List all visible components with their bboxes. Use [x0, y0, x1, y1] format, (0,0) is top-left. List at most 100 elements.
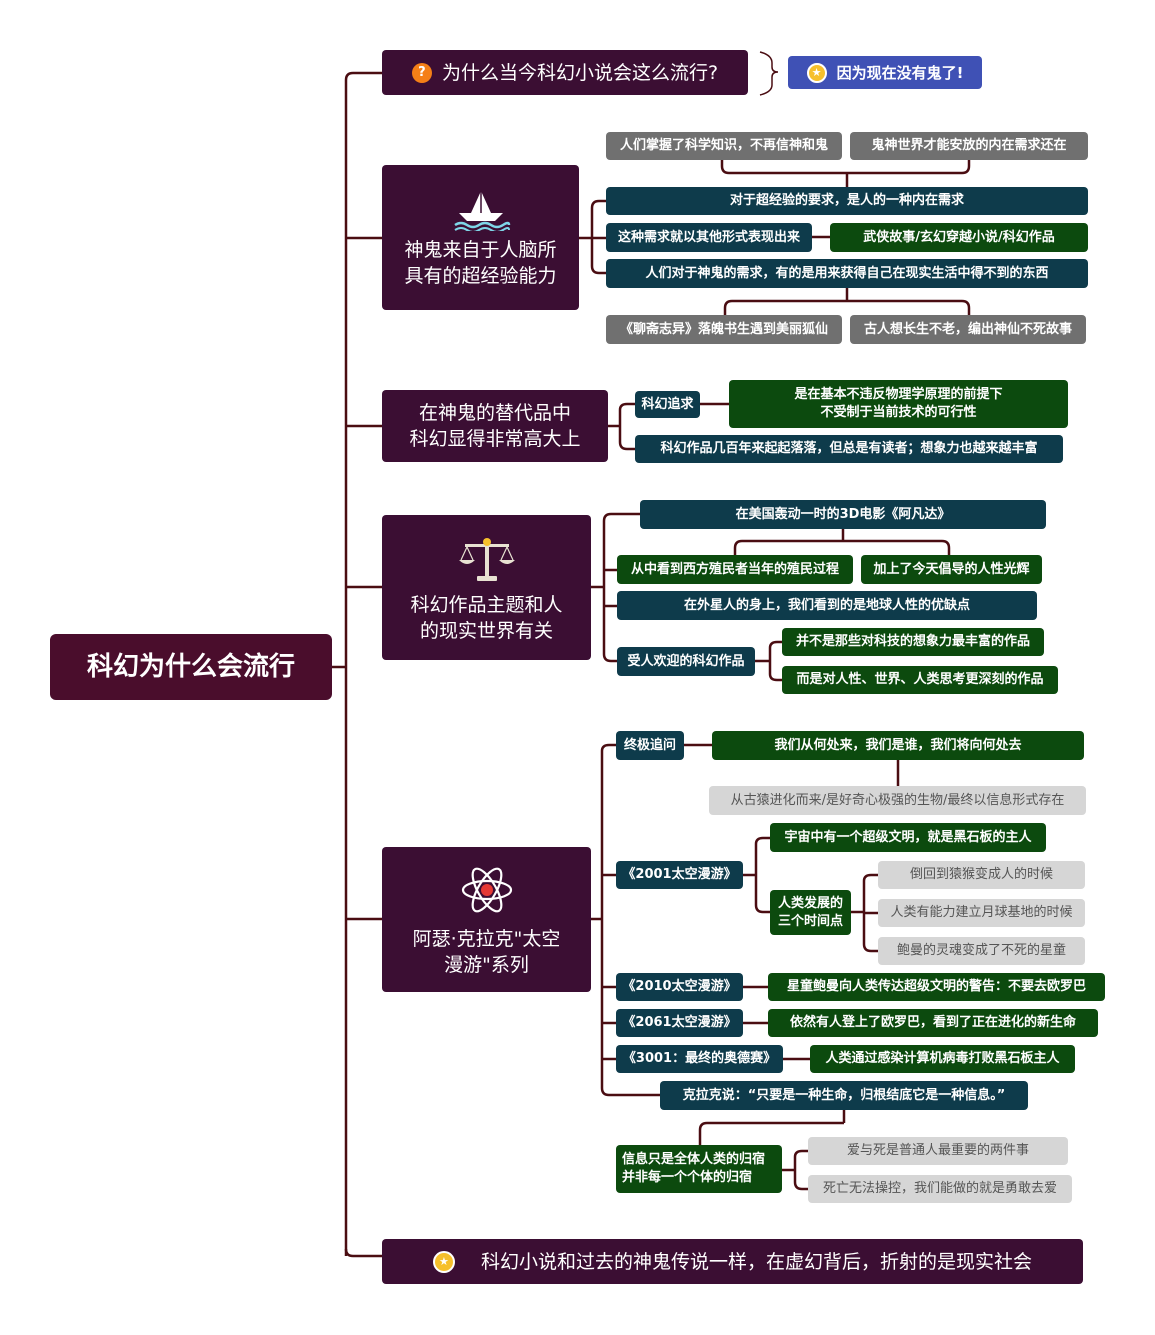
- timepoint-ape-node[interactable]: 倒回到猿猴变成人的时候: [878, 861, 1085, 889]
- star-icon: ★: [806, 62, 827, 83]
- liaozhai-node[interactable]: 《聊斋志异》落魄书生遇到美丽狐仙: [606, 315, 842, 344]
- answer-text: 因为现在没有鬼了!: [836, 63, 964, 82]
- info-destiny-node[interactable]: 信息只是全体人类的归宿 并非每一个个体的归宿: [616, 1145, 782, 1193]
- other-forms-node[interactable]: 这种需求就以其他形式表现出来: [606, 223, 812, 252]
- love-death-node[interactable]: 爱与死是普通人最重要的两件事: [808, 1137, 1068, 1165]
- node-text: 对于超经验的要求，是人的一种内在需求: [729, 193, 964, 208]
- europa-warning-node[interactable]: 星童鲍曼向人类传达超级文明的警告：不要去欧罗巴: [768, 973, 1105, 1001]
- node-text: 人类有能力建立月球基地的时候: [890, 905, 1073, 920]
- topic-title-line2: 漫游"系列: [444, 953, 529, 976]
- node-text: 《2061太空漫游》: [622, 1015, 737, 1030]
- three-questions-node[interactable]: 我们从何处来，我们是谁，我们将向何处去: [712, 731, 1084, 760]
- node-text: 而是对人性、世界、人类思考更深刻的作品: [796, 672, 1044, 687]
- star-icon: ★: [432, 1250, 455, 1273]
- topic-title-line2: 科幻显得非常高大上: [409, 428, 581, 450]
- question-icon: ?: [411, 62, 432, 83]
- node-text: 武侠故事/玄幻穿越小说/科幻作品: [863, 229, 1055, 245]
- answers-node[interactable]: 从古猿进化而来/是好奇心极强的生物/最终以信息形式存在: [709, 786, 1086, 815]
- monolith-node[interactable]: 宇宙中有一个超级文明，就是黑石板的主人: [770, 823, 1046, 852]
- node-text: 倒回到猿猴变成人的时候: [909, 867, 1053, 882]
- node-text: 受人欢迎的科幻作品: [627, 653, 745, 669]
- timepoint-starchild-node[interactable]: 鲍曼的灵魂变成了不死的星童: [878, 937, 1085, 965]
- topic-title-line1: 科幻作品主题和人: [410, 593, 563, 616]
- node-text: 我们从何处来，我们是谁，我们将向何处去: [774, 737, 1022, 753]
- three-timepoints-node[interactable]: 人类发展的 三个时间点: [770, 890, 851, 935]
- ultimate-question-node[interactable]: 终极追问: [616, 731, 684, 760]
- node-text: 死亡无法操控，我们能做的就是勇敢去爱: [822, 1181, 1057, 1196]
- obtain-unattainable-node[interactable]: 人们对于神鬼的需求，有的是用来获得自己在现实生活中得不到的东西: [606, 259, 1088, 288]
- node-text: 这种需求就以其他形式表现出来: [617, 229, 800, 245]
- europa-life-node[interactable]: 依然有人登上了欧罗巴，看到了正在进化的新生命: [768, 1009, 1098, 1037]
- node-text: 鲍曼的灵魂变成了不死的星童: [896, 943, 1066, 958]
- paper-boat-icon: [453, 190, 510, 231]
- avatar-movie-node[interactable]: 在美国轰动一时的3D电影《阿凡达》: [640, 500, 1046, 529]
- topic-title-line1: 阿瑟·克拉克"太空: [412, 927, 561, 950]
- node-text: 依然有人登上了欧罗巴，看到了正在进化的新生命: [789, 1015, 1076, 1030]
- node-text: 爱与死是普通人最重要的两件事: [846, 1143, 1029, 1158]
- topic-title-line2: 的现实世界有关: [419, 619, 553, 642]
- deeper-thought-node[interactable]: 而是对人性、世界、人类思考更深刻的作品: [782, 666, 1058, 694]
- inner-need-node[interactable]: 鬼神世界才能安放的内在需求还在: [850, 132, 1088, 160]
- clarke-quote-node[interactable]: 克拉克说：“只要是一种生命，归根结底它是一种信息。”: [660, 1081, 1028, 1110]
- node-text: 古人想长生不老，编出神仙不死故事: [863, 321, 1072, 337]
- node-text: 在美国轰动一时的3D电影《阿凡达》: [735, 506, 951, 522]
- node-text: 星童鲍曼向人类传达超级文明的警告：不要去欧罗巴: [786, 979, 1086, 994]
- node-text: 《2010太空漫游》: [622, 979, 737, 994]
- alien-humanity-node[interactable]: 在外星人的身上，我们看到的是地球人性的优缺点: [617, 591, 1037, 620]
- question-topic[interactable]: ? 为什么当今科幻小说会这么流行?: [382, 50, 748, 95]
- node-text: 人们对于神鬼的需求，有的是用来获得自己在现实生活中得不到的东西: [645, 265, 1049, 281]
- node-text: 科幻作品几百年来起起落落，但总是有读者；想象力也越来越丰富: [660, 441, 1038, 456]
- answer-callout[interactable]: ★ 因为现在没有鬼了!: [788, 56, 982, 89]
- popular-works-node[interactable]: 受人欢迎的科幻作品: [617, 647, 755, 676]
- node-text: 《聊斋志异》落魄书生遇到美丽狐仙: [619, 321, 828, 337]
- scifi-pursuit-node[interactable]: 科幻追求: [635, 391, 700, 418]
- odyssey-2001-node[interactable]: 《2001太空漫游》: [616, 861, 743, 889]
- pursuit-detail-node[interactable]: 是在基本不违反物理学原理的前提下 不受制于当前技术的可行性: [729, 380, 1068, 428]
- odyssey-2010-node[interactable]: 《2010太空漫游》: [616, 973, 743, 1001]
- conclusion-text: 科幻小说和过去的神鬼传说一样，在虚幻背后，折射的是现实社会: [480, 1250, 1032, 1273]
- question-text: 为什么当今科幻小说会这么流行?: [441, 61, 719, 84]
- node-text: 克拉克说：“只要是一种生命，归根结底它是一种信息。”: [682, 1087, 1006, 1103]
- inner-need-statement[interactable]: 对于超经验的要求，是人的一种内在需求: [606, 187, 1088, 215]
- root-topic[interactable]: 科幻为什么会流行: [50, 634, 332, 700]
- timepoint-moon-node[interactable]: 人类有能力建立月球基地的时候: [878, 899, 1085, 927]
- node-text: 在外星人的身上，我们看到的是地球人性的优缺点: [683, 597, 970, 613]
- node-text: 加上了今天倡导的人性光辉: [873, 561, 1030, 577]
- conclusion-topic[interactable]: ★ 科幻小说和过去的神鬼传说一样，在虚幻背后，折射的是现实社会: [382, 1239, 1083, 1284]
- humanity-node[interactable]: 加上了今天倡导的人性光辉: [861, 555, 1042, 584]
- topic-title-line2: 具有的超经验能力: [404, 264, 557, 287]
- node-text: 《3001：最终的奥德赛》: [622, 1051, 777, 1066]
- node-text-line2: 并非每一个个体的归宿: [622, 1170, 753, 1185]
- colonial-node[interactable]: 从中看到西方殖民者当年的殖民过程: [617, 555, 853, 584]
- topic-title-line1: 神鬼来自于人脑所: [404, 238, 557, 261]
- topic-reality-themes[interactable]: 科幻作品主题和人 的现实世界有关: [382, 515, 591, 660]
- virus-victory-node[interactable]: 人类通过感染计算机病毒打败黑石板主人: [810, 1045, 1075, 1073]
- root-title: 科幻为什么会流行: [86, 652, 295, 682]
- topic-supernatural-origin[interactable]: 神鬼来自于人脑所 具有的超经验能力: [382, 165, 579, 310]
- node-text: 人们掌握了科学知识，不再信神和鬼: [619, 138, 828, 153]
- node-text: 并不是那些对科技的想象力最丰富的作品: [795, 634, 1030, 649]
- node-text-line2: 三个时间点: [777, 913, 843, 929]
- readers-node[interactable]: 科幻作品几百年来起起落落，但总是有读者；想象力也越来越丰富: [635, 435, 1063, 463]
- forms-examples-node[interactable]: 武侠故事/玄幻穿越小说/科幻作品: [830, 223, 1088, 252]
- immortality-node[interactable]: 古人想长生不老，编出神仙不死故事: [850, 315, 1086, 344]
- odyssey-2061-node[interactable]: 《2061太空漫游》: [616, 1009, 743, 1037]
- node-text-line1: 信息只是全体人类的归宿: [622, 1152, 766, 1167]
- node-text: 鬼神世界才能安放的内在需求还在: [871, 138, 1067, 153]
- scales-icon: [458, 537, 515, 581]
- science-knowledge-node[interactable]: 人们掌握了科学知识，不再信神和鬼: [606, 132, 842, 160]
- odyssey-3001-node[interactable]: 《3001：最终的奥德赛》: [616, 1045, 783, 1073]
- topic-title-line1: 在神鬼的替代品中: [418, 402, 571, 424]
- node-text: 宇宙中有一个超级文明，就是黑石板的主人: [784, 829, 1032, 845]
- node-text-line1: 人类发展的: [777, 895, 843, 911]
- node-text-line2: 不受制于当前技术的可行性: [820, 405, 977, 420]
- topic-scifi-superior[interactable]: 在神鬼的替代品中 科幻显得非常高大上: [382, 390, 608, 462]
- not-tech-node[interactable]: 并不是那些对科技的想象力最丰富的作品: [782, 628, 1044, 656]
- node-text: 人类通过感染计算机病毒打败黑石板主人: [825, 1051, 1060, 1066]
- node-text-line1: 是在基本不违反物理学原理的前提下: [794, 387, 1003, 402]
- topic-space-odyssey[interactable]: 阿瑟·克拉克"太空 漫游"系列: [382, 847, 591, 992]
- brave-love-node[interactable]: 死亡无法操控，我们能做的就是勇敢去爱: [808, 1175, 1072, 1203]
- node-text: 《2001太空漫游》: [622, 867, 737, 882]
- node-text: 科幻追求: [641, 396, 694, 412]
